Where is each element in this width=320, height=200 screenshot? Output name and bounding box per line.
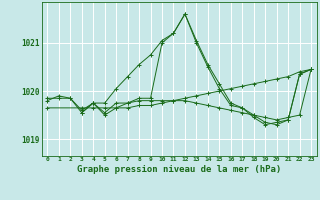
X-axis label: Graphe pression niveau de la mer (hPa): Graphe pression niveau de la mer (hPa)	[77, 165, 281, 174]
